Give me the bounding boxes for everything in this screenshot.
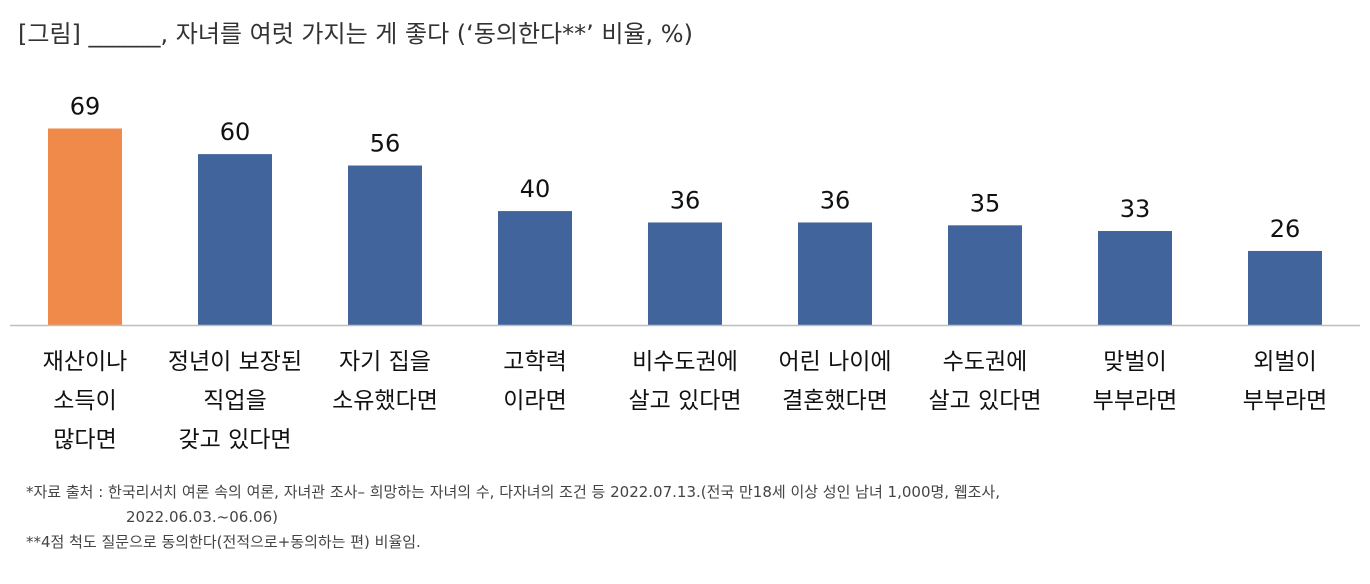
scale-note: **4점 척도 질문으로 동의한다(전적으로+동의하는 편) 비율임.: [26, 533, 421, 551]
value-label-9: 26: [1270, 215, 1301, 243]
category-label-4-line-2: 이라면: [503, 388, 566, 414]
category-label-2-line-1: 정년이 보장된: [168, 349, 302, 375]
bar-6: [798, 222, 872, 325]
category-label-6-line-1: 어린 나이에: [778, 349, 891, 375]
category-label-7-line-2: 살고 있다면: [928, 388, 1041, 414]
category-label-6-line-2: 결혼했다면: [782, 388, 888, 414]
value-label-8: 33: [1120, 195, 1151, 223]
category-label-4-line-1: 고학력: [503, 349, 566, 375]
source-note: *자료 출처 : 한국리서치 여론 속의 여론, 자녀관 조사– 희망하는 자녀…: [26, 483, 1000, 501]
category-label-8-line-2: 부부라면: [1093, 388, 1178, 414]
bar-2: [198, 154, 272, 325]
category-label-9-line-2: 부부라면: [1243, 388, 1328, 414]
category-label-2-line-2: 직업을: [203, 388, 266, 414]
category-label-1-line-3: 많다면: [53, 427, 116, 453]
value-label-1: 69: [70, 92, 101, 120]
bar-9: [1248, 250, 1322, 325]
value-label-7: 35: [970, 189, 1001, 217]
bar-4: [498, 211, 572, 325]
category-label-9-line-1: 외벌이: [1253, 349, 1316, 375]
category-label-1-line-2: 소득이: [53, 388, 116, 414]
value-label-6: 36: [820, 186, 851, 214]
category-label-8-line-1: 맞벌이: [1103, 349, 1166, 375]
bar-7: [948, 225, 1022, 325]
footnotes: *자료 출처 : 한국리서치 여론 속의 여론, 자녀관 조사– 희망하는 자녀…: [26, 480, 1000, 555]
value-label-3: 56: [370, 130, 401, 158]
value-label-5: 36: [670, 186, 701, 214]
chart-title: [그림] ______, 자녀를 여럿 가지는 게 좋다 (‘동의한다**’ 비…: [18, 20, 693, 48]
bar-8: [1098, 231, 1172, 325]
bar-3: [348, 165, 422, 325]
category-label-5-line-1: 비수도권에: [632, 349, 738, 375]
category-label-3-line-2: 소유했다면: [332, 388, 438, 414]
bar-1: [48, 128, 122, 325]
bar-5: [648, 222, 722, 325]
value-label-2: 60: [220, 118, 251, 146]
category-label-7-line-1: 수도권에: [943, 349, 1028, 375]
source-note-continued: 2022.06.03.~06.06): [126, 508, 279, 526]
category-label-2-line-3: 갖고 있다면: [178, 427, 291, 453]
category-label-3-line-1: 자기 집을: [339, 349, 431, 375]
category-label-1-line-1: 재산이나: [43, 349, 128, 375]
value-label-4: 40: [520, 175, 551, 203]
category-label-5-line-2: 살고 있다면: [628, 388, 741, 414]
